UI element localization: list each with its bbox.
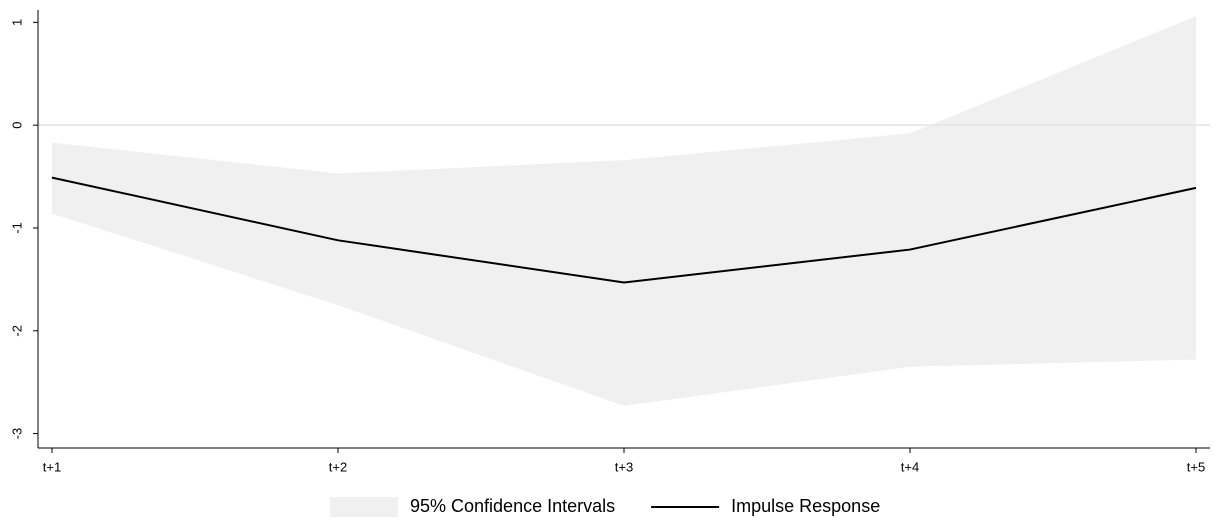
legend-label: Impulse Response: [731, 496, 880, 516]
x-tick-label: t+3: [615, 459, 633, 474]
x-tick-label: t+4: [901, 459, 919, 474]
confidence-band: [52, 16, 1196, 406]
y-tick-label: 1: [9, 19, 24, 26]
y-tick-label: -2: [9, 325, 24, 337]
x-tick-label: t+2: [329, 459, 347, 474]
legend-swatch: [330, 497, 398, 517]
y-tick-label: 0: [9, 122, 24, 129]
y-tick-label: -1: [9, 222, 24, 234]
x-tick-label: t+5: [1187, 459, 1205, 474]
legend-label: 95% Confidence Intervals: [410, 496, 615, 516]
x-tick-label: t+1: [43, 459, 61, 474]
y-tick-label: -3: [9, 428, 24, 440]
line: [51, 176, 1197, 284]
